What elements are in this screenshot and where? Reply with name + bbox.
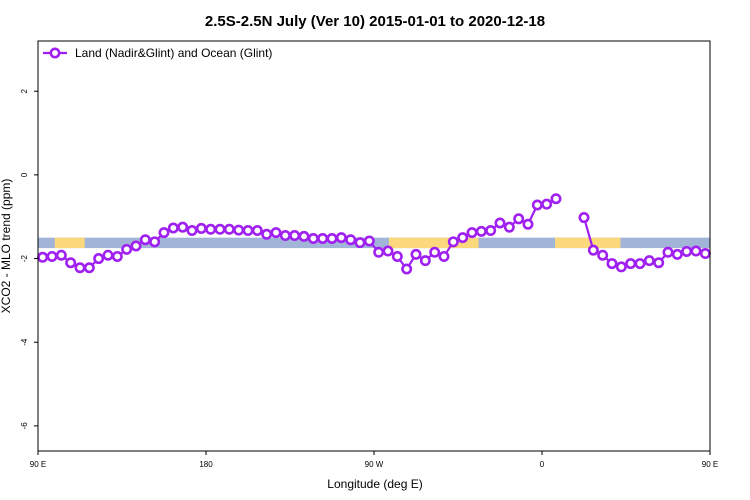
data-point-0-0	[37, 251, 49, 263]
x-tick-label-1: 180	[199, 460, 213, 469]
series-land-ocean	[37, 193, 711, 275]
x-tick-label-4: 90 E	[702, 460, 718, 469]
data-point-0-53	[531, 199, 543, 211]
data-point-0-36	[373, 246, 385, 258]
data-point-0-55	[550, 193, 562, 205]
data-point-0-31	[326, 232, 338, 244]
data-point-0-10	[130, 240, 142, 252]
data-point-0-6	[93, 253, 105, 265]
land-strip-2	[555, 237, 621, 249]
data-point-1-4	[615, 261, 627, 273]
data-point-1-5	[625, 258, 637, 270]
data-point-0-42	[429, 246, 441, 258]
x-tick-label-3: 0	[540, 460, 545, 469]
data-point-1-11	[681, 245, 693, 257]
data-point-0-46	[466, 227, 478, 239]
data-point-1-10	[671, 248, 683, 260]
land-strip-1	[388, 237, 479, 249]
data-point-0-13	[158, 227, 170, 239]
x-tick-label-0: 90 E	[30, 460, 46, 469]
legend: Land (Nadir&Glint) and Ocean (Glint)	[43, 46, 272, 60]
data-point-0-24	[261, 228, 273, 240]
data-point-1-8	[653, 257, 665, 269]
data-point-1-6	[634, 258, 646, 270]
data-point-0-1	[46, 250, 58, 262]
data-point-0-28	[298, 230, 310, 242]
data-point-1-9	[662, 246, 674, 258]
data-point-0-7	[102, 249, 114, 261]
data-point-0-4	[74, 262, 86, 274]
data-point-1-13	[699, 248, 711, 260]
data-point-1-2	[597, 249, 609, 261]
data-point-0-54	[541, 198, 553, 210]
x-axis-label: Longitude (deg E)	[327, 477, 422, 491]
data-point-0-20	[223, 223, 235, 235]
data-point-0-12	[149, 236, 161, 248]
data-point-0-16	[186, 225, 198, 237]
data-point-0-14	[167, 222, 179, 234]
land-strip-0	[54, 237, 85, 249]
y-axis-label: XCO2 - MLO trend (ppm)	[0, 179, 13, 314]
data-point-0-47	[475, 225, 487, 237]
data-point-0-41	[419, 255, 431, 267]
data-point-0-40	[410, 248, 422, 260]
data-point-1-12	[690, 245, 702, 257]
data-point-1-0	[578, 212, 590, 224]
y-axis: 2 0 -2 -4 -6	[20, 88, 38, 429]
data-point-0-44	[447, 236, 459, 248]
data-point-1-3	[606, 258, 618, 270]
data-point-0-9	[121, 243, 133, 255]
data-point-0-52	[522, 218, 534, 230]
data-point-0-21	[233, 224, 245, 236]
y-tick-label-3: -4	[20, 338, 29, 346]
data-point-0-37	[382, 245, 394, 257]
chart-title: 2.5S-2.5N July (Ver 10) 2015-01-01 to 20…	[205, 13, 545, 30]
legend-label: Land (Nadir&Glint) and Ocean (Glint)	[75, 46, 272, 60]
data-point-0-15	[177, 221, 189, 233]
data-point-0-50	[503, 221, 515, 233]
data-point-0-27	[289, 230, 301, 242]
data-point-0-25	[270, 227, 282, 239]
data-point-1-1	[587, 244, 599, 256]
data-point-0-19	[214, 223, 226, 235]
data-point-0-17	[195, 222, 207, 234]
x-axis: 90 E 180 90 W 0 90 E	[30, 451, 718, 469]
data-point-0-49	[494, 217, 506, 229]
data-point-0-51	[513, 213, 525, 225]
data-point-0-48	[485, 225, 497, 237]
y-tick-label-0: 2	[20, 88, 29, 93]
data-point-0-29	[307, 232, 319, 244]
data-point-0-26	[279, 230, 291, 242]
data-point-0-30	[317, 232, 329, 244]
x-tick-label-2: 90 W	[365, 460, 384, 469]
data-point-0-45	[457, 232, 469, 244]
data-point-0-5	[83, 262, 95, 274]
y-tick-label-1: 0	[20, 172, 29, 177]
data-point-0-35	[363, 235, 375, 247]
data-point-0-18	[205, 223, 217, 235]
data-point-0-11	[139, 234, 151, 246]
data-point-0-39	[401, 263, 413, 275]
data-point-0-32	[335, 232, 347, 244]
data-point-1-7	[643, 255, 655, 267]
data-point-0-38	[391, 250, 403, 262]
y-tick-label-4: -6	[20, 422, 29, 430]
data-point-0-34	[354, 237, 366, 249]
data-point-0-2	[55, 249, 67, 261]
data-point-0-8	[111, 250, 123, 262]
data-point-0-22	[242, 225, 254, 237]
y-tick-label-2: -2	[20, 254, 29, 262]
data-point-0-3	[65, 257, 77, 269]
data-point-0-43	[438, 250, 450, 262]
data-point-0-33	[345, 234, 357, 246]
legend-marker	[49, 47, 61, 59]
data-point-0-23	[251, 225, 263, 237]
